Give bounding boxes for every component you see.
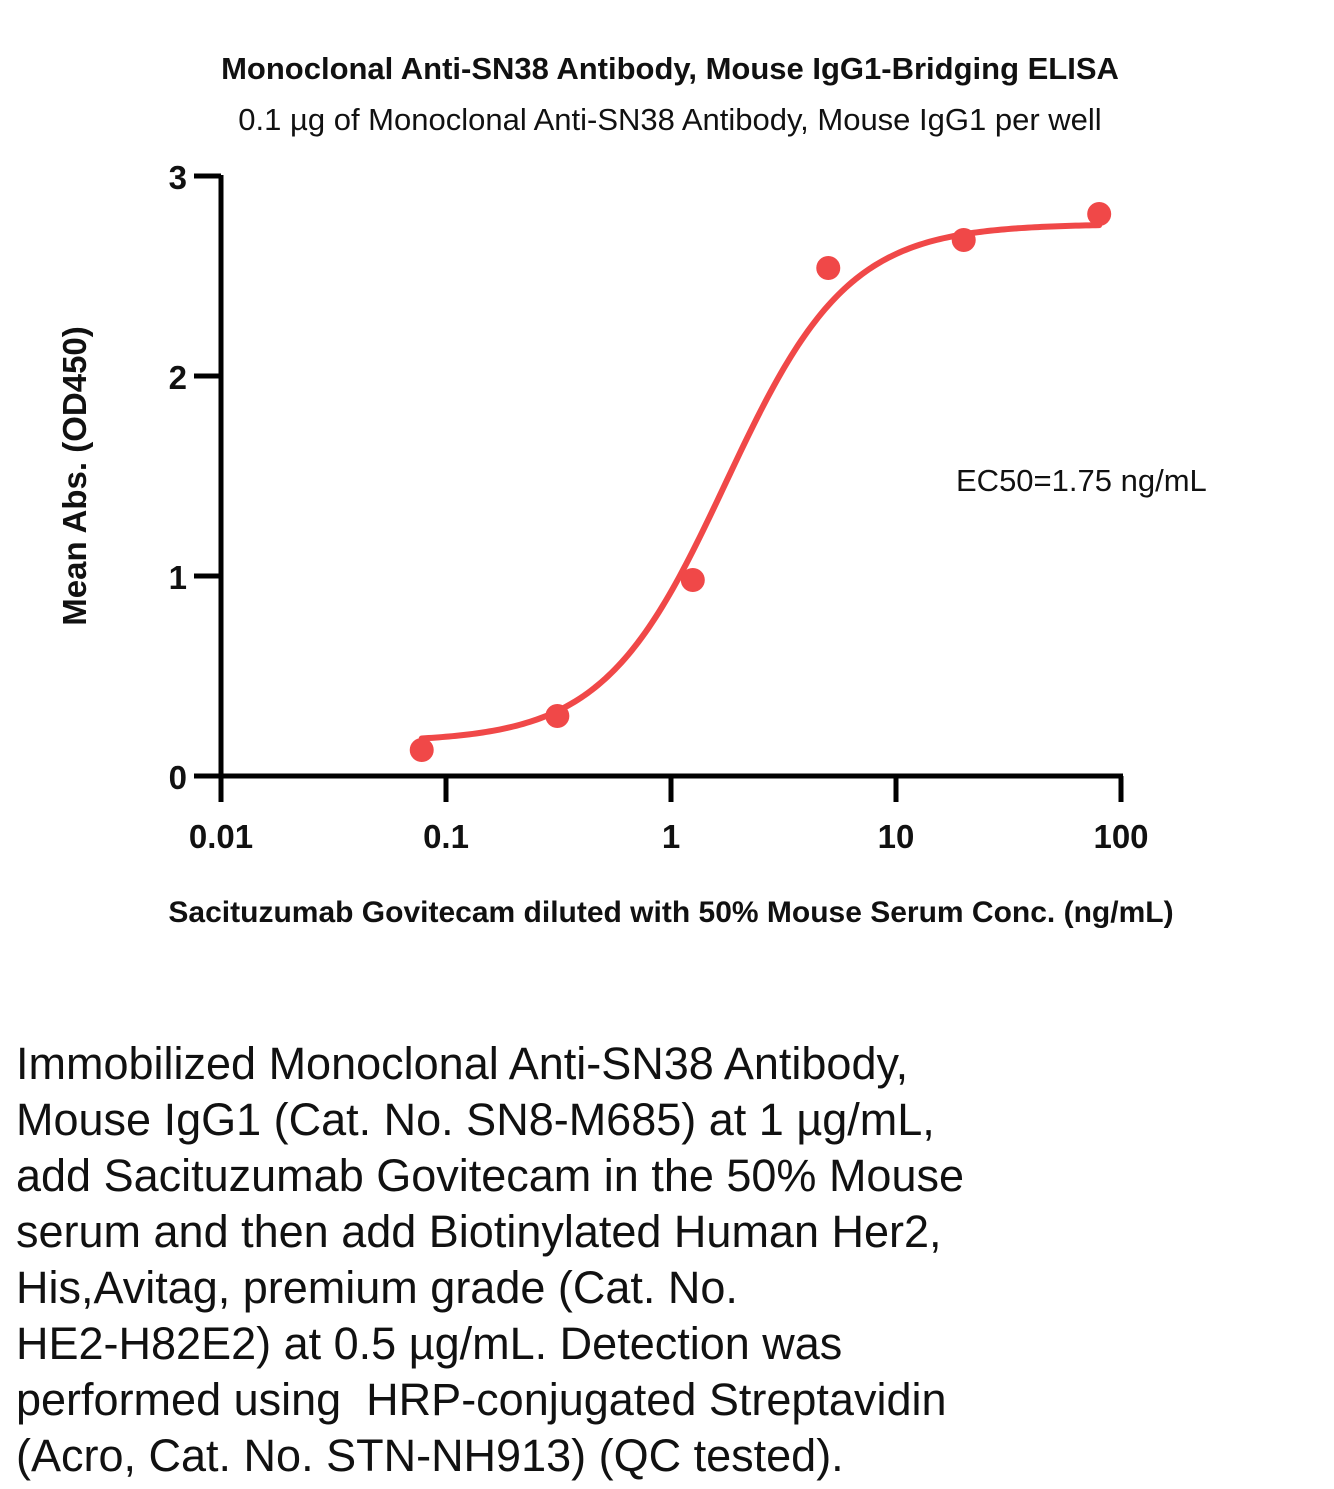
ec50-annotation: EC50=1.75 ng/mL xyxy=(956,463,1207,498)
caption-line: Immobilized Monoclonal Anti-SN38 Antibod… xyxy=(16,1038,909,1089)
y-axis-ticks: 0 1 2 3 xyxy=(169,159,221,796)
caption-line: His,Avitag, premium grade (Cat. No. xyxy=(16,1262,738,1313)
x-tick-label: 0.01 xyxy=(189,818,253,855)
fit-curve-group xyxy=(418,222,1103,742)
elisa-chart: Monoclonal Anti-SN38 Antibody, Mouse IgG… xyxy=(56,51,1207,929)
caption-line: Mouse IgG1 (Cat. No. SN8-M685) at 1 µg/m… xyxy=(16,1094,935,1145)
x-tick-label: 10 xyxy=(878,818,915,855)
data-point xyxy=(545,704,570,728)
caption: Immobilized Monoclonal Anti-SN38 Antibod… xyxy=(16,1036,1106,1484)
y-tick-label: 2 xyxy=(169,359,187,396)
data-point xyxy=(1087,202,1112,226)
caption-line: (Acro, Cat. No. STN-NH913) (QC tested). xyxy=(16,1430,844,1481)
fit-curve-line xyxy=(418,222,1103,742)
x-axis-label: Sacituzumab Govitecam diluted with 50% M… xyxy=(168,896,1173,929)
caption-line: performed using HRP-conjugated Streptavi… xyxy=(16,1374,947,1425)
chart-subtitle: 0.1 µg of Monoclonal Anti-SN38 Antibody,… xyxy=(238,102,1101,137)
caption-line: HE2-H82E2) at 0.5 µg/mL. Detection was xyxy=(16,1318,843,1369)
caption-line: serum and then add Biotinylated Human He… xyxy=(16,1206,942,1257)
data-point xyxy=(816,256,841,280)
data-points xyxy=(409,202,1112,762)
chart-title: Monoclonal Anti-SN38 Antibody, Mouse IgG… xyxy=(221,51,1119,86)
data-point xyxy=(951,228,976,252)
y-tick-label: 3 xyxy=(169,159,187,196)
x-axis-ticks: 0.01 0.1 1 10 100 xyxy=(189,776,1149,855)
y-axis-label: Mean Abs. (OD450) xyxy=(56,326,93,626)
data-point xyxy=(409,738,434,762)
caption-line: add Sacituzumab Govitecam in the 50% Mou… xyxy=(16,1150,965,1201)
x-tick-label: 1 xyxy=(662,818,680,855)
y-tick-label: 0 xyxy=(169,759,187,796)
data-point xyxy=(680,568,705,592)
y-tick-label: 1 xyxy=(169,559,187,596)
x-tick-label: 0.1 xyxy=(423,818,469,855)
x-tick-label: 100 xyxy=(1093,818,1148,855)
